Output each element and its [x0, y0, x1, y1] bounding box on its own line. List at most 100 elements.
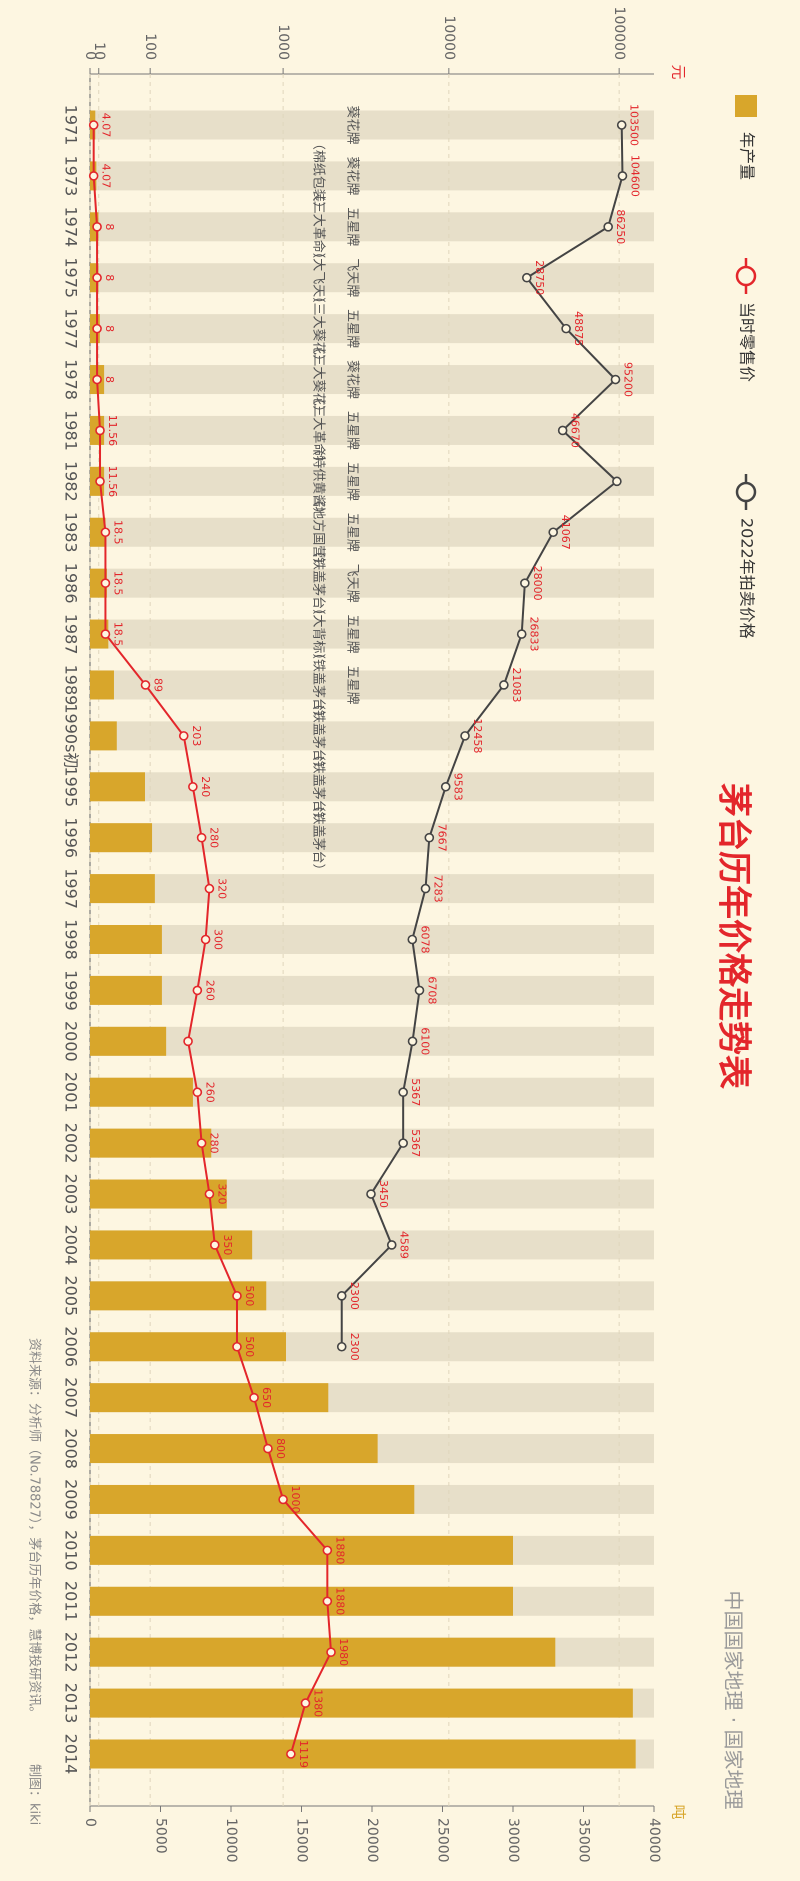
point: [616, 120, 627, 130]
data-label: 26833: [528, 617, 541, 652]
point: [420, 883, 431, 894]
bar: [90, 1484, 415, 1514]
y2-tick-label: 0: [82, 51, 98, 60]
point: [204, 1189, 215, 1199]
bar: [89, 772, 145, 802]
brand-label: 五星牌: [345, 309, 361, 348]
data-label: 41067: [559, 515, 572, 550]
x-tick-label: 2008: [62, 1428, 81, 1469]
row-band: [90, 314, 654, 344]
bar: [90, 1637, 556, 1667]
data-label: 1980: [337, 1638, 350, 1666]
bar: [90, 1230, 253, 1260]
row-band: [90, 466, 654, 496]
point: [548, 527, 559, 538]
bar: [89, 568, 107, 598]
point: [95, 425, 105, 436]
data-label: 6708: [425, 976, 438, 1004]
edition-label: （铁盖茅台）: [311, 748, 326, 826]
row-band: [90, 619, 654, 649]
x-tick-label: 2000: [62, 1021, 81, 1062]
row-band: [90, 1026, 654, 1056]
bar: [90, 1688, 633, 1718]
data-label: 8: [103, 274, 116, 281]
data-label: 650: [260, 1387, 273, 1408]
brand-label: 飞天牌: [345, 258, 361, 297]
brand-label: 葵花牌: [345, 156, 361, 195]
row-band: [90, 263, 654, 293]
edition-label: （铁盖茅台）: [311, 544, 326, 622]
bar: [89, 670, 114, 700]
point: [612, 476, 622, 487]
edition-label: （大飞天）: [311, 245, 326, 310]
y-tick-label: 30000: [505, 1818, 521, 1863]
row-band: [90, 1128, 654, 1158]
x-tick-label: 2005: [62, 1275, 81, 1316]
data-label: 1380: [311, 1689, 324, 1717]
point: [92, 222, 102, 232]
x-tick-label: 2013: [62, 1683, 81, 1724]
brand-label: 飞天牌: [345, 564, 361, 603]
data-label: 103500: [628, 104, 641, 146]
point: [278, 1494, 288, 1505]
bar: [89, 874, 155, 904]
data-label: 46670: [569, 413, 582, 448]
point: [100, 629, 111, 639]
data-label: 203: [190, 725, 203, 746]
bar: [89, 975, 162, 1005]
data-label: 5367: [409, 1078, 422, 1106]
row-band: [90, 568, 654, 598]
data-label: 28000: [531, 566, 544, 601]
data-label: 320: [215, 878, 228, 899]
data-label: 7283: [432, 875, 445, 903]
point: [88, 120, 99, 130]
data-label: 104600: [628, 155, 641, 197]
point: [561, 323, 571, 334]
x-tick-label: 1990s初: [62, 703, 81, 768]
data-label: 12458: [471, 718, 484, 753]
data-label: 48875: [572, 311, 585, 346]
data-label: 240: [199, 776, 212, 797]
row-band: [90, 161, 654, 191]
x-tick-label: 1974: [62, 206, 81, 247]
brand-label: 五星牌: [345, 615, 361, 654]
point: [92, 323, 102, 334]
data-label: 8: [103, 223, 116, 230]
bar: [90, 517, 106, 547]
data-label: 21083: [510, 667, 523, 702]
data-label: 89: [151, 678, 164, 692]
bar: [89, 823, 153, 853]
x-tick-label: 1987: [62, 614, 81, 655]
edition-label: （三大葵花）: [311, 341, 327, 419]
point: [92, 272, 102, 283]
point: [407, 934, 418, 945]
data-label: 8: [103, 376, 116, 383]
point: [336, 1291, 347, 1301]
data-label: 6100: [419, 1027, 432, 1055]
data-label: 11.56: [106, 466, 119, 498]
y-tick-label: 40000: [646, 1818, 662, 1863]
x-tick-label: 1971: [62, 105, 81, 146]
point: [232, 1341, 242, 1352]
point: [178, 731, 189, 741]
y2-tick-label: 10000: [441, 15, 457, 60]
point: [499, 680, 509, 690]
row-band: [90, 975, 654, 1005]
edition-label: （铁盖茅台）: [311, 697, 326, 775]
point: [326, 1647, 336, 1657]
point: [204, 883, 215, 894]
row-band: [90, 517, 654, 547]
point: [386, 1240, 397, 1250]
data-label: 5367: [409, 1129, 422, 1157]
data-label: 260: [203, 980, 216, 1001]
point: [557, 425, 568, 436]
point: [188, 781, 198, 792]
point: [617, 171, 628, 181]
data-label: 4589: [398, 1231, 411, 1259]
x-tick-label: 2014: [62, 1734, 81, 1775]
bar: [90, 1434, 378, 1464]
y-tick-label: 15000: [294, 1818, 310, 1863]
edition-label: （铁盖茅台）: [311, 799, 326, 877]
x-tick-label: 2006: [62, 1326, 81, 1367]
point: [183, 1036, 193, 1047]
